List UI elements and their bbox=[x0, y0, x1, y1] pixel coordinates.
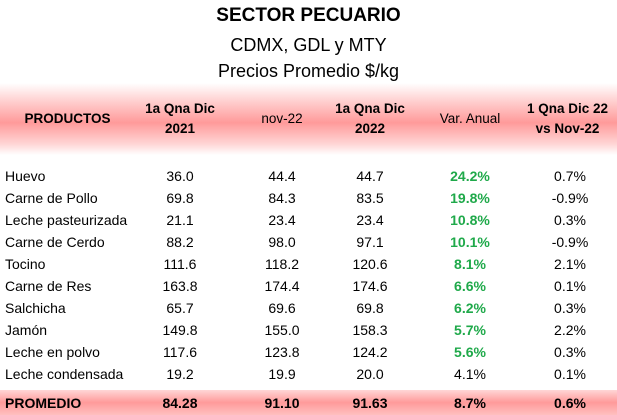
subtitle-region: CDMX, GDL y MTY bbox=[230, 35, 387, 55]
row-value-nov22: 123.8 bbox=[264, 344, 300, 360]
row-value-2022: 158.3 bbox=[352, 322, 388, 338]
table-row: Carne de Cerdo 88.2 98.0 97.1 10.1% -0.9… bbox=[0, 231, 617, 253]
row-value-2022: 83.5 bbox=[356, 190, 384, 206]
subtitle-units: Precios Promedio $/kg bbox=[217, 61, 400, 81]
row-value-2022: 23.4 bbox=[356, 212, 384, 228]
row-var-mensual: 0.3% bbox=[554, 344, 586, 360]
row-product-name: Leche en polvo bbox=[5, 344, 100, 360]
table-row: Leche en polvo 117.6 123.8 124.2 5.6% 0.… bbox=[0, 341, 617, 363]
header-col1: 1a Qna Dic 2021 bbox=[135, 83, 225, 155]
table-row: Salchicha 65.7 69.6 69.8 6.2% 0.3% bbox=[0, 297, 617, 319]
row-var-mensual: 2.1% bbox=[554, 256, 586, 272]
row-value-2021: 69.8 bbox=[166, 190, 194, 206]
row-var-anual: 5.6% bbox=[454, 344, 486, 360]
row-value-nov22: 118.2 bbox=[265, 256, 299, 272]
row-var-mensual: 2.2% bbox=[554, 322, 586, 338]
row-var-mensual: 0.7% bbox=[554, 168, 586, 184]
row-value-2021: 163.8 bbox=[162, 278, 198, 294]
row-value-nov22: 155.0 bbox=[264, 322, 300, 338]
row-var-anual: 19.8% bbox=[450, 190, 490, 206]
row-product-name: Huevo bbox=[5, 168, 46, 184]
row-value-2021: 36.0 bbox=[166, 168, 194, 184]
header-col3: 1a Qna Dic 2022 bbox=[325, 83, 415, 155]
row-value-nov22: 174.4 bbox=[264, 278, 300, 294]
row-product-name: Jamón bbox=[5, 322, 48, 338]
footer-value-2021: 84.28 bbox=[162, 395, 198, 411]
row-var-anual: 5.7% bbox=[454, 322, 486, 338]
table-row: Leche condensada 19.2 19.9 20.0 4.1% 0.1… bbox=[0, 363, 617, 385]
row-product-name: Leche pasteurizada bbox=[5, 212, 128, 228]
row-product-name: Tocino bbox=[5, 256, 46, 272]
header-productos: PRODUCTOS bbox=[24, 111, 111, 126]
row-value-2022: 120.6 bbox=[352, 256, 388, 272]
header-band bbox=[0, 83, 617, 155]
row-var-mensual: 0.1% bbox=[554, 366, 586, 382]
main-title: SECTOR PECUARIO bbox=[216, 5, 401, 26]
row-var-mensual: -0.9% bbox=[551, 234, 589, 250]
footer-var-mensual: 0.6% bbox=[554, 395, 586, 411]
row-value-nov22: 23.4 bbox=[268, 212, 296, 228]
row-var-anual: 6.6% bbox=[454, 278, 486, 294]
row-value-nov22: 69.6 bbox=[268, 300, 296, 316]
row-value-2021: 19.2 bbox=[166, 366, 194, 382]
header-col4: Var. Anual bbox=[439, 111, 501, 126]
row-var-anual: 24.2% bbox=[450, 168, 490, 184]
footer-row-promedio: PROMEDIO 84.28 91.10 91.63 8.7% 0.6% bbox=[0, 392, 617, 414]
row-value-2022: 97.1 bbox=[356, 234, 384, 250]
row-value-2022: 174.6 bbox=[352, 278, 388, 294]
row-product-name: Leche condensada bbox=[5, 366, 124, 382]
table-row: Huevo 36.0 44.4 44.7 24.2% 0.7% bbox=[0, 165, 617, 187]
footer-var-anual: 8.7% bbox=[454, 395, 486, 411]
footer-value-2022: 91.63 bbox=[352, 395, 388, 411]
table-row: Jamón 149.8 155.0 158.3 5.7% 2.2% bbox=[0, 319, 617, 341]
row-var-anual: 8.1% bbox=[454, 256, 486, 272]
row-value-nov22: 84.3 bbox=[268, 190, 296, 206]
row-var-anual: 10.1% bbox=[450, 234, 490, 250]
row-value-2021: 88.2 bbox=[166, 234, 194, 250]
header-col3-line2: 2022 bbox=[354, 121, 386, 136]
row-value-2022: 124.2 bbox=[352, 344, 388, 360]
header-col5-line1: 1 Qna Dic 22 bbox=[526, 101, 609, 116]
header-col2: nov-22 bbox=[261, 111, 303, 126]
row-var-mensual: 0.1% bbox=[554, 278, 586, 294]
footer-value-nov22: 91.10 bbox=[264, 395, 300, 411]
row-value-2021: 149.8 bbox=[162, 322, 198, 338]
header-col3-line1: 1a Qna Dic bbox=[335, 101, 405, 116]
row-var-mensual: 0.3% bbox=[554, 300, 586, 316]
row-var-mensual: -0.9% bbox=[551, 190, 589, 206]
table-row: Leche pasteurizada 21.1 23.4 23.4 10.8% … bbox=[0, 209, 617, 231]
row-value-2021: 65.7 bbox=[166, 300, 194, 316]
row-value-nov22: 44.4 bbox=[268, 168, 296, 184]
row-value-2022: 44.7 bbox=[356, 168, 384, 184]
row-product-name: Carne de Cerdo bbox=[5, 234, 105, 250]
footer-label: PROMEDIO bbox=[5, 395, 82, 411]
row-product-name: Carne de Res bbox=[5, 278, 92, 294]
row-var-anual: 4.1% bbox=[454, 366, 486, 382]
row-value-nov22: 98.0 bbox=[268, 234, 296, 250]
row-product-name: Carne de Pollo bbox=[5, 190, 98, 206]
footer-band bbox=[0, 390, 617, 415]
table-row: Carne de Res 163.8 174.4 174.6 6.6% 0.1% bbox=[0, 275, 617, 297]
header-col1-line1: 1a Qna Dic bbox=[145, 101, 215, 116]
row-var-mensual: 0.3% bbox=[554, 212, 586, 228]
row-value-2022: 69.8 bbox=[356, 300, 384, 316]
row-var-anual: 6.2% bbox=[454, 300, 486, 316]
row-var-anual: 10.8% bbox=[450, 212, 490, 228]
header-col5-line2: vs Nov-22 bbox=[535, 121, 600, 136]
header-col5: 1 Qna Dic 22 vs Nov-22 bbox=[515, 83, 617, 155]
row-value-2021: 111.6 bbox=[163, 256, 197, 272]
table-row: Tocino 111.6 118.2 120.6 8.1% 2.1% bbox=[0, 253, 617, 275]
row-value-2022: 20.0 bbox=[356, 366, 384, 382]
row-value-2021: 21.1 bbox=[166, 212, 194, 228]
table-row: Carne de Pollo 69.8 84.3 83.5 19.8% -0.9… bbox=[0, 187, 617, 209]
header-col1-line2: 2021 bbox=[164, 121, 196, 136]
row-product-name: Salchicha bbox=[5, 300, 66, 316]
row-value-nov22: 19.9 bbox=[268, 366, 296, 382]
row-value-2021: 117.6 bbox=[163, 344, 197, 360]
